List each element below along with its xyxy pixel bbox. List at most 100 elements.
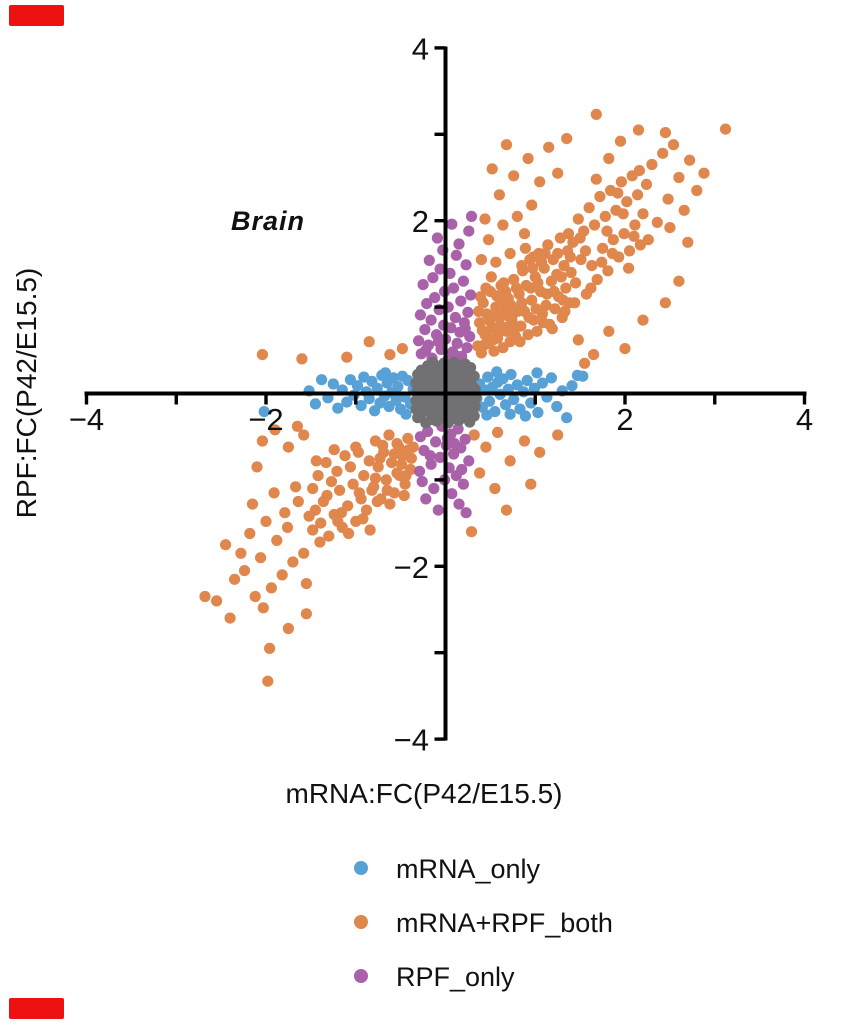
scatter-point [603,325,615,337]
scatter-point [427,356,439,368]
scatter-point [497,219,509,231]
scatter-point [358,371,370,383]
scatter-point [355,400,367,412]
scatter-point [618,228,630,240]
scatter-point [465,526,478,538]
scatter-point [290,481,302,493]
scatter-point [296,353,308,365]
scatter-point [380,474,392,486]
scatter-point [460,507,472,519]
scatter-point [358,470,370,482]
scatter-point [314,536,326,548]
scatter-point [220,539,232,551]
scatter-point [678,204,690,216]
scatter-point [413,335,425,347]
scatter-point [552,167,564,179]
scatter-point [519,242,532,254]
scatter-point [451,337,463,349]
scatter-point [300,608,312,620]
scatter-point [343,527,355,540]
scatter-point [244,527,256,540]
scatter-point [489,310,501,322]
scatter-point [235,547,247,559]
scatter-point [482,330,494,343]
scatter-point [211,595,223,607]
scatter-point [513,288,525,300]
scatter-point [298,429,310,441]
scatter-point [504,247,516,260]
scatter-point [269,424,281,436]
scatter-point [646,158,658,171]
scatter-point [559,305,571,317]
scatter-point [291,420,303,432]
scatter-point [511,210,523,222]
scatter-point [282,622,294,635]
scatter-point [386,457,398,469]
scatter-point [405,452,417,464]
scatter-point [427,272,439,284]
scatter-point [614,135,627,147]
scatter-point [521,374,533,387]
scatter-point [540,299,552,311]
scatter-point [246,498,259,510]
scatter-point [539,247,551,260]
scatter-point [360,504,373,516]
scatter-point [229,573,241,585]
scatter-point [396,370,408,382]
scatter-point [420,493,432,505]
scatter-point [637,208,649,220]
scatter-point [271,534,283,547]
scatter-point [475,254,487,266]
scatter-point [256,435,268,447]
scatter-point [341,396,353,408]
scatter-point [583,202,595,214]
scatter-point [526,294,538,306]
scatter-point [310,455,322,467]
legend: mRNA_only mRNA+RPF_both RPF_only [354,854,613,992]
scatter-point [523,311,535,324]
scatter-point [527,262,539,274]
scatter-point [508,393,520,406]
scatter-point [561,412,573,424]
scatter-point [249,590,261,603]
scatter-point [569,297,581,309]
scatter-point [419,324,431,336]
scatter-point [536,377,549,389]
scatter-point [557,294,569,306]
scatter-point [500,399,512,411]
scatter-point [344,374,356,386]
scatter-point [320,457,332,469]
scatter-point [596,256,608,268]
scatter-point [478,339,490,351]
scatter-point [400,408,412,420]
legend-label: RPF_only [396,962,515,992]
scatter-point [423,254,435,266]
scatter-point [264,642,276,655]
scatter-point [597,242,609,254]
y-ticks: −4 −2 2 4 [394,31,446,758]
scatter-point [257,602,269,614]
y-axis-label: RPF:FC(P42/E15.5) [11,268,42,519]
scatter-point [298,547,310,559]
scatter-point [528,382,541,394]
scatter-point [522,329,534,341]
x-axis-label: mRNA:FC(P42/E15.5) [286,778,563,809]
scatter-point [516,297,528,309]
scatter-point [448,356,461,368]
scatter-point [379,367,391,379]
scatter-point [558,260,570,272]
x-tick-label: −4 [69,402,104,437]
scatter-point [667,139,680,151]
scatter-point [393,441,405,453]
scatter-point [607,234,619,246]
scatter-point [514,336,526,348]
scatter-point [255,552,267,564]
scatter-point [265,582,277,594]
scatter-point [366,484,378,496]
scatter-point [461,342,473,354]
scatter-point [500,504,513,516]
scatter-point [383,429,395,441]
scatter-point [268,487,280,499]
scatter-point [634,239,646,251]
scatter-point [492,426,504,438]
